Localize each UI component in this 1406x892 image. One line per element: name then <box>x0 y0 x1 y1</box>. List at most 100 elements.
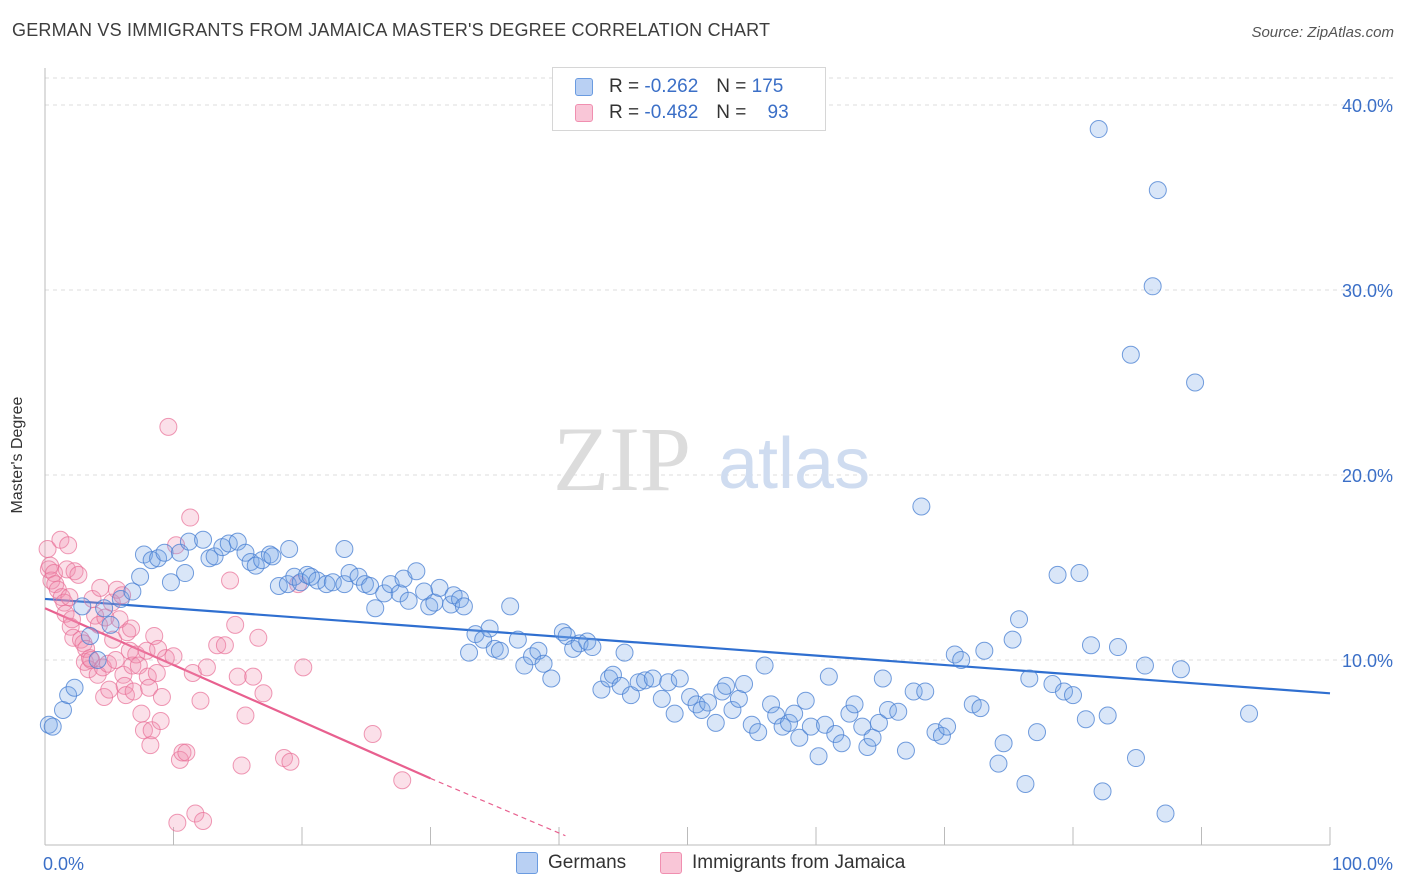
german-point-44 <box>335 540 354 558</box>
german-point-114 <box>790 728 809 747</box>
jamaica-point-81 <box>226 615 245 634</box>
german-point-94 <box>665 704 684 723</box>
german-point-103 <box>723 700 742 719</box>
german-point-136 <box>932 726 951 745</box>
x-tick-label-min: 0.0% <box>43 854 84 874</box>
german-point-6 <box>80 626 99 645</box>
german-point-91 <box>643 669 662 688</box>
jamaica-point-13 <box>60 588 79 607</box>
german-point-161 <box>1121 345 1140 364</box>
jamaica-trend-line <box>44 607 431 780</box>
german-point-112 <box>780 713 799 732</box>
german-point-69 <box>490 641 509 660</box>
german-point-130 <box>889 702 908 721</box>
german-point-81 <box>578 632 597 651</box>
german-point-119 <box>819 667 838 686</box>
legend-label-jamaica: Immigrants from Jamaica <box>692 852 906 873</box>
jamaica-point-39 <box>107 580 126 599</box>
gridlines <box>45 77 1393 661</box>
german-point-141 <box>971 699 990 718</box>
legend-n-label: N = <box>716 102 747 123</box>
jamaica-point-60 <box>147 663 166 682</box>
jamaica-point-92 <box>363 725 382 743</box>
german-point-159 <box>1098 706 1117 725</box>
german-point-35 <box>280 540 299 558</box>
german-point-152 <box>1055 682 1074 701</box>
german-point-116 <box>801 717 820 736</box>
legend-swatch-blue <box>575 78 593 96</box>
jamaica-point-50 <box>127 645 146 664</box>
jamaica-point-80 <box>221 571 240 590</box>
legend-label-germans: Germans <box>548 852 627 873</box>
german-point-167 <box>1171 660 1190 679</box>
german-point-127 <box>869 713 888 732</box>
legend-swatch-jamaica <box>660 852 682 874</box>
german-point-90 <box>636 671 655 690</box>
legend-item-jamaica: Immigrants from Jamaica <box>660 852 905 874</box>
german-point-148 <box>1020 669 1039 688</box>
german-point-106 <box>742 715 761 734</box>
watermark: ZIP atlas <box>553 408 870 510</box>
german-point-153 <box>1064 686 1082 705</box>
jamaica-point-11 <box>57 560 76 579</box>
source-label: Source: ZipAtlas.com <box>1251 24 1394 41</box>
german-point-93 <box>659 673 678 692</box>
german-point-121 <box>832 734 851 753</box>
legend-swatch-pink <box>575 104 593 122</box>
y-tick-label-0: 10.0% <box>1342 651 1393 671</box>
jamaica-point-89 <box>281 752 300 771</box>
jamaica-point-43 <box>115 676 134 695</box>
legend-row-jamaica: R = -0.482 N = 93 <box>575 101 789 125</box>
jamaica-point-93 <box>393 771 412 790</box>
jamaica-point-83 <box>232 756 251 775</box>
german-point-92 <box>652 689 671 708</box>
german-point-156 <box>1081 636 1100 655</box>
german-point-50 <box>375 584 394 603</box>
jamaica-point-74 <box>186 804 205 823</box>
german-point-169 <box>1240 704 1259 723</box>
german-point-128 <box>873 669 892 688</box>
chart-title: GERMAN VS IMMIGRANTS FROM JAMAICA MASTER… <box>12 20 771 40</box>
jamaica-point-82 <box>228 667 247 686</box>
german-point-40 <box>308 571 327 590</box>
german-point-151 <box>1048 565 1067 584</box>
jamaica-point-85 <box>244 667 263 686</box>
legend-n-value: 175 <box>751 76 784 97</box>
jamaica-point-73 <box>183 663 202 682</box>
jamaica-point-77 <box>197 658 216 677</box>
german-point-87 <box>615 643 634 662</box>
german-point-123 <box>845 695 864 714</box>
german-point-23 <box>205 547 224 566</box>
german-point-146 <box>1010 610 1029 629</box>
german-point-42 <box>323 573 342 592</box>
german-point-137 <box>938 717 957 736</box>
legend-row-germans: R = -0.262 N = 175 <box>575 75 783 99</box>
german-point-149 <box>1028 723 1047 742</box>
stats-legend: R = -0.262 N = 175 R = -0.482 N = 93 <box>552 67 826 131</box>
german-point-158 <box>1093 782 1112 801</box>
jamaica-point-91 <box>294 658 313 677</box>
german-point-25 <box>219 534 238 553</box>
german-point-31 <box>260 545 279 564</box>
german-point-134 <box>916 682 935 701</box>
german-point-4 <box>65 678 84 697</box>
german-point-162 <box>1126 749 1145 768</box>
jamaica-point-47 <box>122 619 141 638</box>
german-point-67 <box>480 619 499 638</box>
german-point-89 <box>629 673 648 692</box>
german-point-82 <box>583 638 602 657</box>
jamaica-trend-extension <box>430 777 566 837</box>
german-point-108 <box>755 656 774 675</box>
legend-r-value: -0.482 <box>644 102 699 123</box>
jamaica-point-64 <box>156 649 175 668</box>
jamaica-point-72 <box>181 508 200 527</box>
jamaica-point-78 <box>208 636 227 655</box>
german-point-99 <box>699 693 718 712</box>
legend-item-germans: Germans <box>516 852 626 874</box>
german-point-105 <box>735 675 754 694</box>
german-point-54 <box>399 591 418 610</box>
german-point-157 <box>1089 120 1108 139</box>
german-point-12 <box>131 567 150 586</box>
german-point-95 <box>670 669 689 688</box>
german-point-102 <box>717 676 736 695</box>
